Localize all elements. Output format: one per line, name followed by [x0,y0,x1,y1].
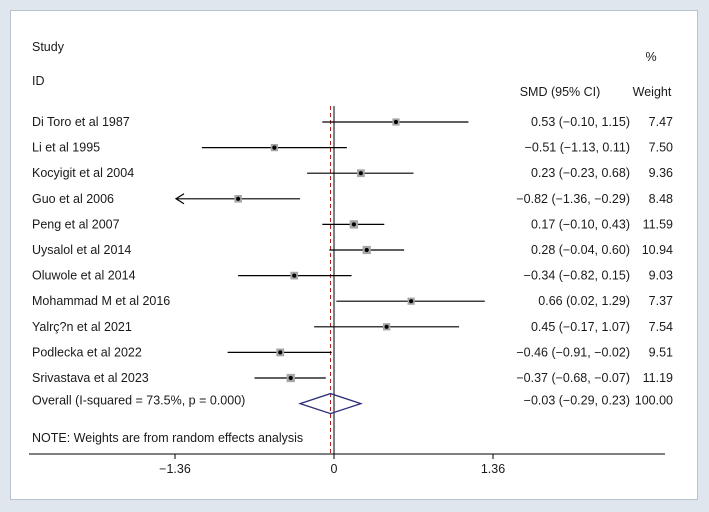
point-estimate [236,196,241,201]
ci-arrow [174,193,185,205]
study-weight: 10.94 [642,243,673,257]
forest-plot: Study ID % SMD (95% CI) Weight Di Toro e… [29,40,673,476]
study-ci-text: 0.28 (−0.04, 0.60) [531,243,630,257]
overall-row: Overall (I-squared = 73.5%, p = 0.000) −0… [32,392,673,415]
header-id: ID [32,74,45,88]
overall-ci-text: −0.03 (−0.29, 0.23) [524,394,630,408]
study-label: Podlecka et al 2022 [32,345,142,359]
point-estimate [409,299,414,304]
x-tick-label: 1.36 [481,462,505,476]
study-label: Di Toro et al 1987 [32,115,130,129]
study-ci-text: 0.17 (−0.10, 0.43) [531,217,630,231]
study-label: Guo et al 2006 [32,192,114,206]
overall-label: Overall (I-squared = 73.5%, p = 0.000) [32,394,245,408]
x-tick-label: −1.36 [159,462,191,476]
study-rows: Di Toro et al 1987 0.53 (−0.10, 1.15) 7.47… [32,115,673,385]
study-weight: 11.19 [643,371,673,385]
study-row: Podlecka et al 2022 −0.46 (−0.91, −0.02) 9… [32,345,673,359]
study-ci-text: −0.46 (−0.91, −0.02) [516,345,630,359]
study-label: Mohammad M et al 2016 [32,294,170,308]
point-estimate [364,247,369,253]
study-row: Uysalol et al 2014 0.28 (−0.04, 0.60) 10.9… [32,243,673,257]
study-row: Srivastava et al 2023 −0.37 (−0.68, −0.07… [32,371,673,385]
point-estimate [351,222,356,227]
forest-plot-panel: Study ID % SMD (95% CI) Weight Di Toro e… [10,10,698,500]
study-ci-text: 0.45 (−0.17, 1.07) [531,320,630,334]
study-ci-text: −0.34 (−0.82, 0.15) [524,269,630,283]
study-ci-text: −0.37 (−0.68, −0.07) [516,371,630,385]
study-row: Guo et al 2006 −0.82 (−1.36, −0.29) 8.48 [32,192,673,206]
header-weight: Weight [633,85,672,99]
footnote: NOTE: Weights are from random effects an… [32,431,303,445]
study-ci-text: −0.82 (−1.36, −0.29) [516,192,630,206]
study-row: Di Toro et al 1987 0.53 (−0.10, 1.15) 7.47 [32,115,673,129]
x-axis-ticks: −1.36 0 1.36 [159,454,505,476]
point-estimate [358,171,363,176]
overall-diamond [298,392,363,415]
study-ci-text: 0.23 (−0.23, 0.68) [531,166,630,180]
study-row: Oluwole et al 2014 −0.34 (−0.82, 0.15) 9.0… [32,269,673,283]
study-weight: 9.36 [649,166,673,180]
study-weight: 8.48 [649,192,673,206]
study-label: Yalrç?n et al 2021 [32,320,132,334]
overall-weight: 100.00 [635,394,673,408]
study-row: Peng et al 2007 0.17 (−0.10, 0.43) 11.59 [32,217,673,231]
study-row: Li et al 1995 −0.51 (−1.13, 0.11) 7.50 [32,141,673,155]
study-weight: 11.59 [643,217,673,231]
header-study: Study [32,40,65,54]
point-estimate [384,324,389,329]
study-weight: 9.51 [649,345,673,359]
point-estimate [288,375,293,381]
point-estimate [278,350,283,355]
study-weight: 7.50 [649,141,673,155]
study-weight: 7.54 [649,320,673,334]
study-ci-text: 0.53 (−0.10, 1.15) [531,115,630,129]
point-estimate [292,273,297,278]
reference-lines [329,106,335,454]
study-weight: 7.37 [649,294,673,308]
study-label: Li et al 1995 [32,141,100,155]
study-label: Peng et al 2007 [32,217,120,231]
study-label: Kocyigit et al 2004 [32,166,134,180]
study-weight: 9.03 [649,269,673,283]
study-row: Yalrç?n et al 2021 0.45 (−0.17, 1.07) 7.54 [32,320,673,334]
study-label: Srivastava et al 2023 [32,371,149,385]
study-ci-text: 0.66 (0.02, 1.29) [538,294,630,308]
study-label: Uysalol et al 2014 [32,243,131,257]
header-percent: % [645,50,656,64]
study-weight: 7.47 [649,115,673,129]
study-label: Oluwole et al 2014 [32,269,136,283]
study-row: Kocyigit et al 2004 0.23 (−0.23, 0.68) 9.3… [32,166,673,180]
study-ci-text: −0.51 (−1.13, 0.11) [525,141,630,155]
header-smd-ci: SMD (95% CI) [520,85,601,99]
x-tick-label: 0 [331,462,338,476]
point-estimate [272,145,277,150]
point-estimate [393,119,399,125]
study-row: Mohammad M et al 2016 0.66 (0.02, 1.29) 7.… [32,294,673,308]
